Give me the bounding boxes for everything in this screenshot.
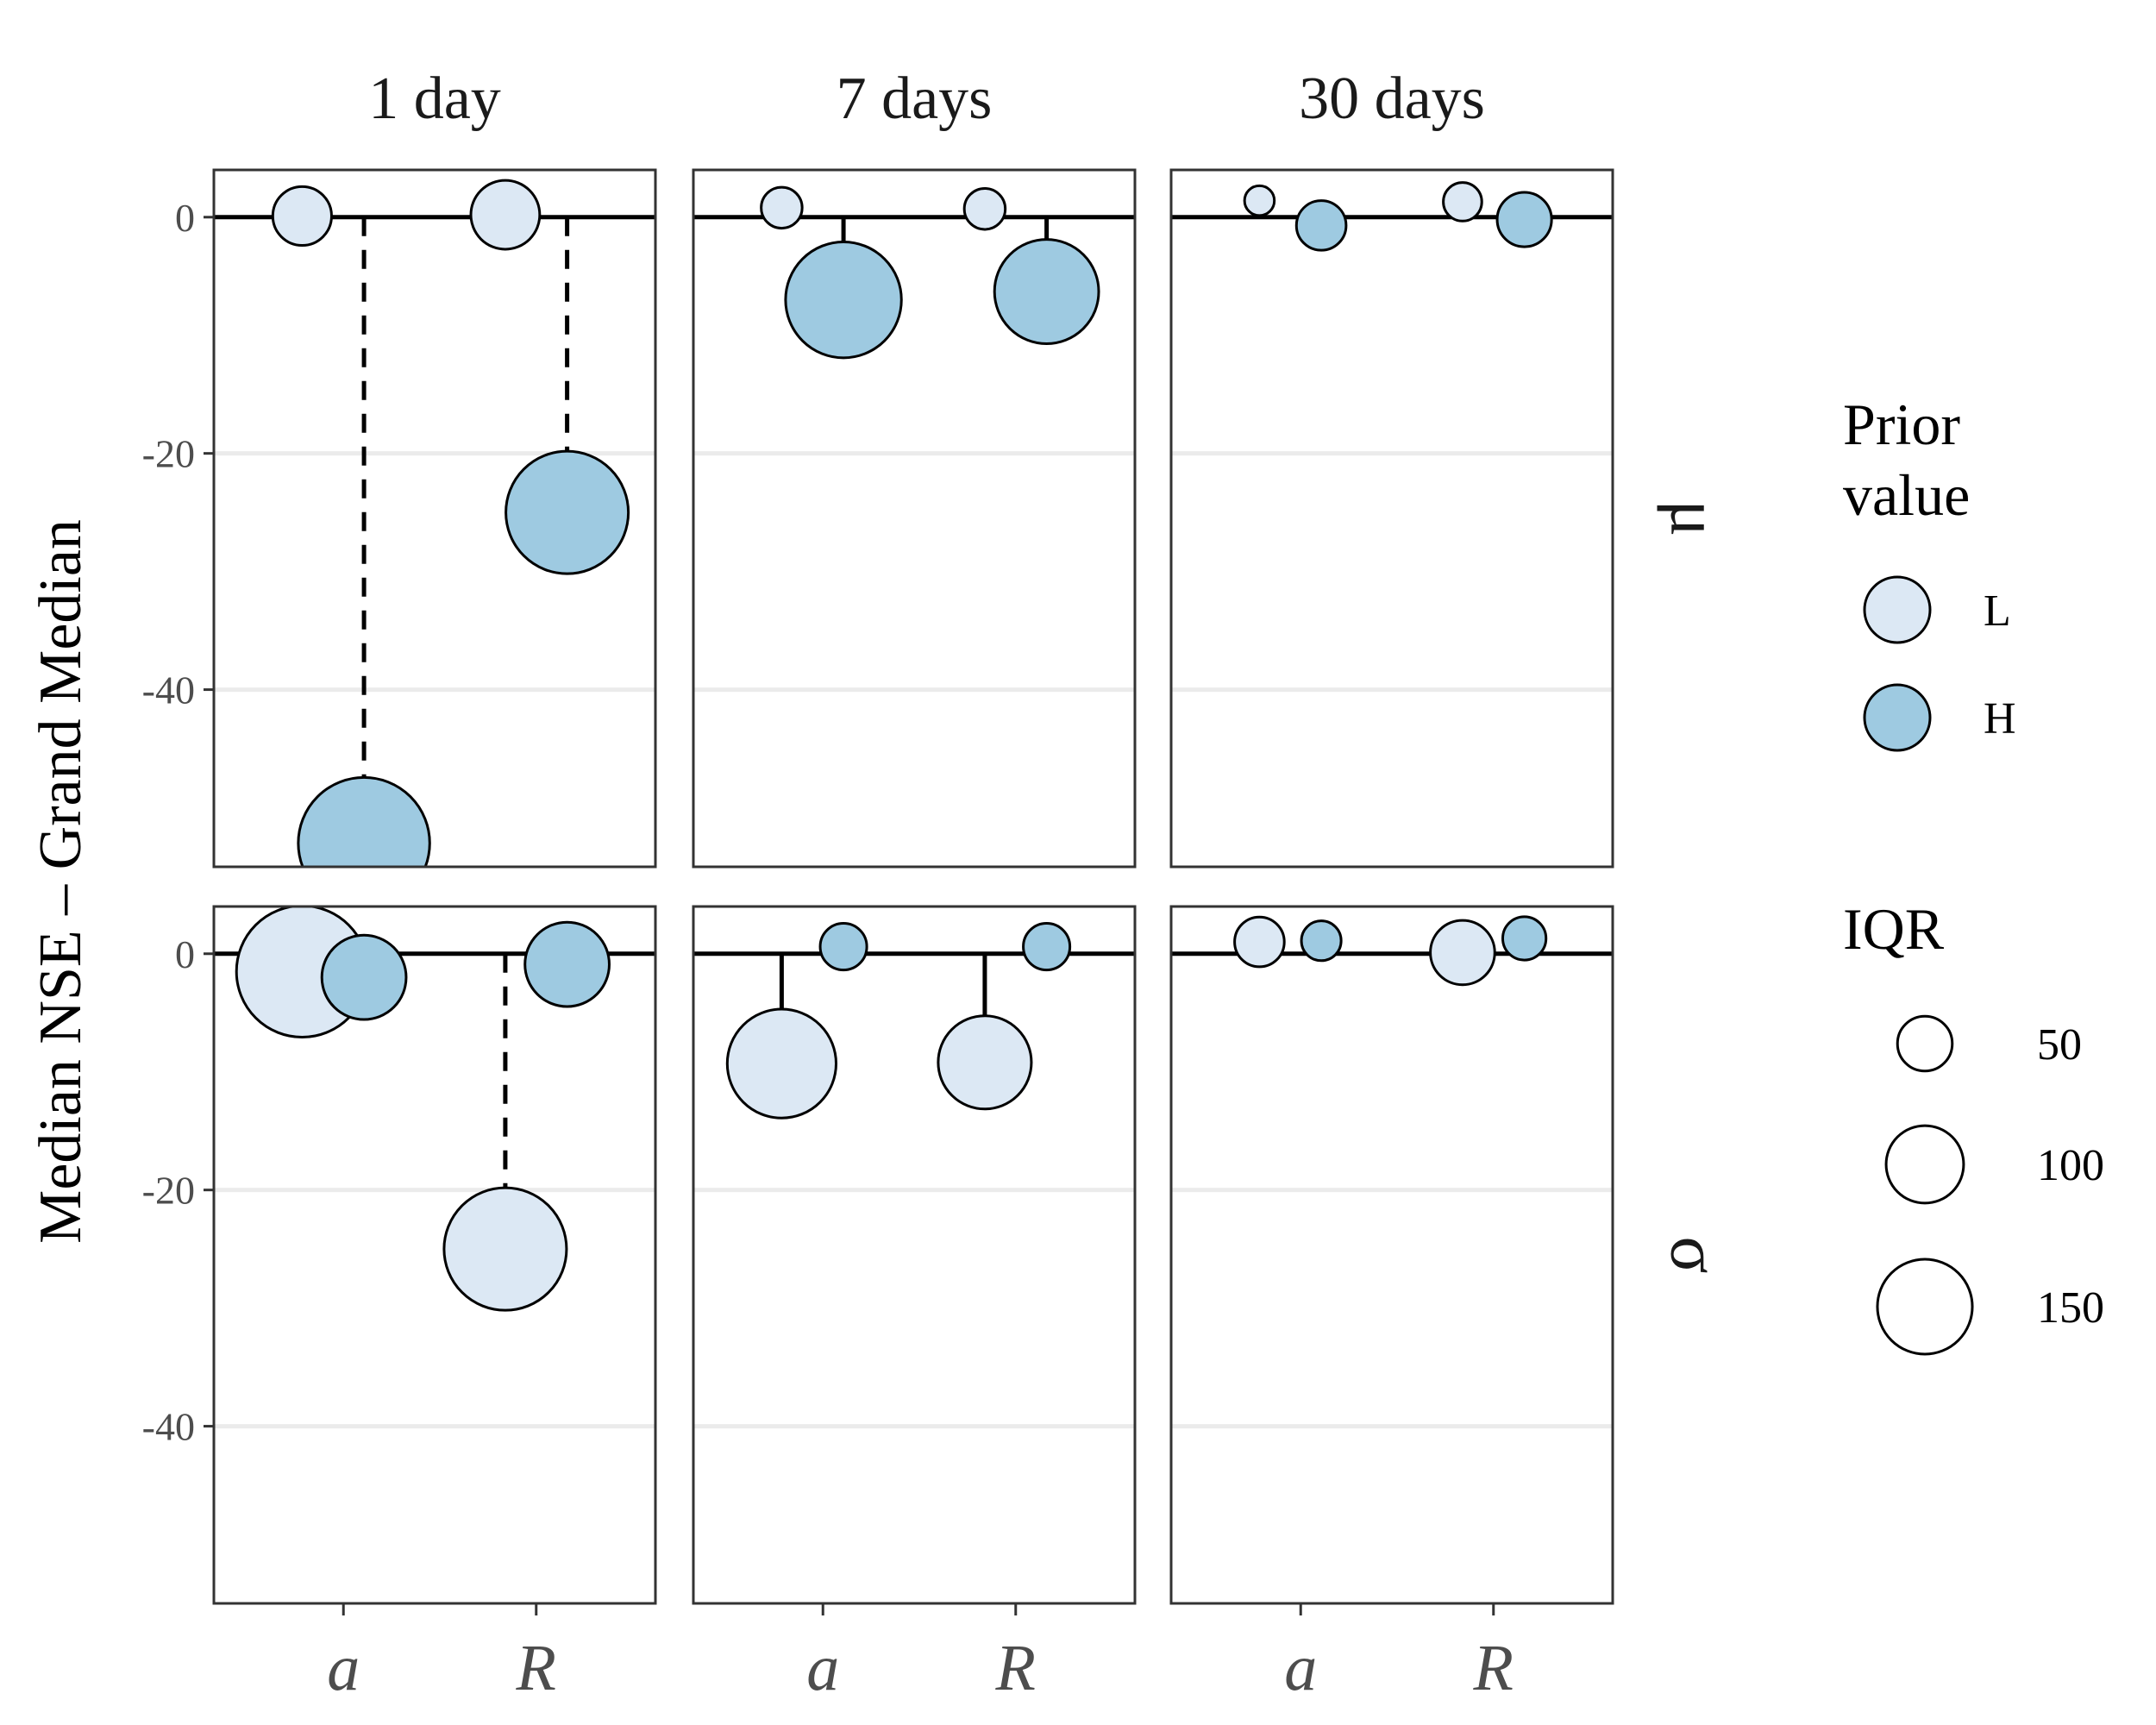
panel-border xyxy=(692,905,1137,1605)
panel xyxy=(692,168,1137,869)
x-tick-label: a xyxy=(1284,1632,1317,1704)
column-strip-label: 1 day xyxy=(368,66,501,132)
row-strip-label: σ xyxy=(1657,1236,1733,1273)
panel-border xyxy=(1169,905,1614,1605)
panel-background xyxy=(1171,906,1613,1603)
y-tick-label: -40 xyxy=(142,1405,195,1449)
legend-fill-label: H xyxy=(1984,694,2016,743)
legend-fill-label: L xyxy=(1984,586,2011,636)
legend-size-key xyxy=(1876,1258,1974,1356)
panel-marks xyxy=(725,922,1072,1120)
y-tick-label: -20 xyxy=(142,1169,195,1213)
x-tick-label: R xyxy=(1473,1632,1514,1704)
legend-size-label: 150 xyxy=(2037,1283,2104,1333)
column-strip-label: 30 days xyxy=(1299,66,1485,132)
data-point-L-a xyxy=(725,1007,837,1120)
x-tick-label: R xyxy=(995,1632,1036,1704)
panel-marks xyxy=(271,179,630,867)
legend-size-title: IQR xyxy=(1843,896,1945,962)
legend-fill-key xyxy=(1863,575,1932,644)
panel: 0 -20 -40 a R xyxy=(142,905,657,1704)
data-point-H-R xyxy=(993,238,1100,345)
y-tick-label: 0 xyxy=(175,932,195,976)
y-tick-label: -20 xyxy=(142,432,195,476)
data-point-L-R xyxy=(962,186,1007,231)
panel: 0 -20 -40 xyxy=(142,168,657,869)
row-strip-label: μ xyxy=(1657,500,1733,537)
column-strip-label: 7 days xyxy=(837,66,993,132)
data-point-H-R xyxy=(1022,922,1072,972)
panel xyxy=(1169,168,1614,869)
panel-marks xyxy=(1233,915,1548,987)
legend-size-label: 100 xyxy=(2037,1141,2104,1190)
panel-background xyxy=(1171,170,1613,867)
data-point-L-a xyxy=(1233,915,1286,969)
legend-fill-title: Prior xyxy=(1843,392,1960,457)
y-axis-label: Median NSE – Grand Median xyxy=(28,519,94,1244)
data-point-H-a xyxy=(818,922,868,972)
panel-marks xyxy=(1243,181,1553,252)
panel-marks xyxy=(760,185,1100,360)
data-point-L-a xyxy=(271,185,333,247)
x-tick-label: R xyxy=(516,1632,556,1704)
data-point-H-R xyxy=(1495,191,1553,248)
legend-size-key xyxy=(1896,1014,1954,1073)
legend-fill-key xyxy=(1863,683,1932,752)
data-point-H-R xyxy=(505,449,630,575)
x-tick-label: a xyxy=(806,1632,839,1704)
data-point-H-R xyxy=(523,920,611,1008)
data-point-H-a xyxy=(1300,919,1343,963)
data-point-L-R xyxy=(442,1186,568,1312)
data-point-L-a xyxy=(1243,184,1276,217)
legend-size-label: 50 xyxy=(2037,1020,2082,1070)
data-point-H-a xyxy=(297,775,431,867)
data-point-L-R xyxy=(937,1014,1033,1111)
panel-background xyxy=(693,906,1135,1603)
y-tick-label: 0 xyxy=(175,196,195,240)
data-point-L-R xyxy=(1429,919,1496,987)
data-point-L-R xyxy=(1442,181,1483,223)
x-tick-label: a xyxy=(327,1632,360,1704)
panel-marks xyxy=(235,906,611,1312)
y-tick-label: -40 xyxy=(142,668,195,712)
data-point-H-R xyxy=(1501,915,1548,962)
data-point-H-a xyxy=(1294,199,1348,252)
data-point-H-a xyxy=(784,240,903,360)
legend-fill-title: value xyxy=(1843,462,1970,528)
data-point-L-R xyxy=(469,179,542,251)
panel-border xyxy=(212,905,657,1605)
panel-border xyxy=(1169,168,1614,869)
legend-size-key xyxy=(1884,1124,1965,1205)
panel-border xyxy=(212,168,657,869)
data-point-L-a xyxy=(760,185,804,230)
panel-border xyxy=(692,168,1137,869)
data-point-H-a xyxy=(320,933,408,1021)
